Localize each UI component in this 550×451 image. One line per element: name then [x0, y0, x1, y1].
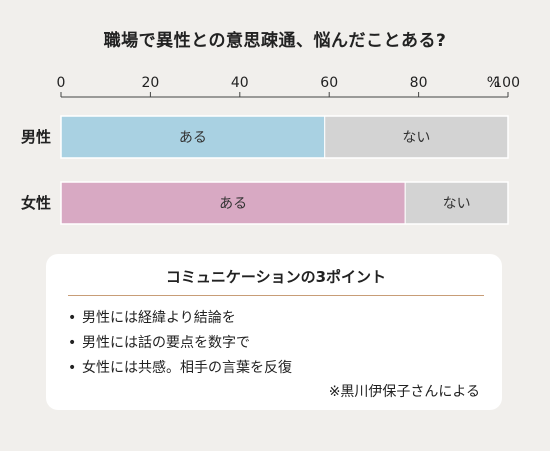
bar-segment-label: ない	[402, 130, 430, 146]
bar-segment-label: ある	[179, 130, 207, 146]
axis-tick-label: 100	[493, 75, 520, 91]
bar-border	[60, 115, 509, 159]
bullet-icon: •	[68, 310, 77, 326]
point-item: • 女性には共感。相手の言葉を反復	[68, 356, 292, 381]
point-item: • 男性には経緯より結論を	[68, 306, 292, 331]
bar-segment-label: ある	[219, 196, 247, 212]
chart-title: 職場で異性との意思疎通、悩んだことある?	[103, 31, 447, 51]
communication-points-box: コミュニケーションの3ポイント • 男性には経緯より結論を • 男性には話の要点を数…	[46, 254, 502, 410]
axis-tick-label: 0	[57, 75, 66, 91]
axis-tick-label: 80	[410, 75, 428, 91]
points-list: • 男性には経緯より結論を • 男性には話の要点を数字で • 女性には共感。相手の言葉…	[68, 306, 292, 381]
point-item: • 男性には話の要点を数字で	[68, 331, 292, 356]
axis-tick-label: 60	[320, 75, 338, 91]
axis-tick-label: 40	[231, 75, 249, 91]
row-label: 女性	[21, 194, 51, 212]
row-label: 男性	[21, 128, 51, 146]
axis-tick-label: 20	[141, 75, 159, 91]
points-heading: コミュニケーションの3ポイント	[68, 266, 484, 296]
bar-border	[60, 181, 509, 225]
axis-unit-label: %	[487, 75, 500, 91]
bar-segment-label: ない	[443, 196, 471, 212]
bullet-icon: •	[68, 360, 77, 376]
source-note: ※黒川伊保子さんによる	[328, 384, 480, 400]
bullet-icon: •	[68, 335, 77, 351]
